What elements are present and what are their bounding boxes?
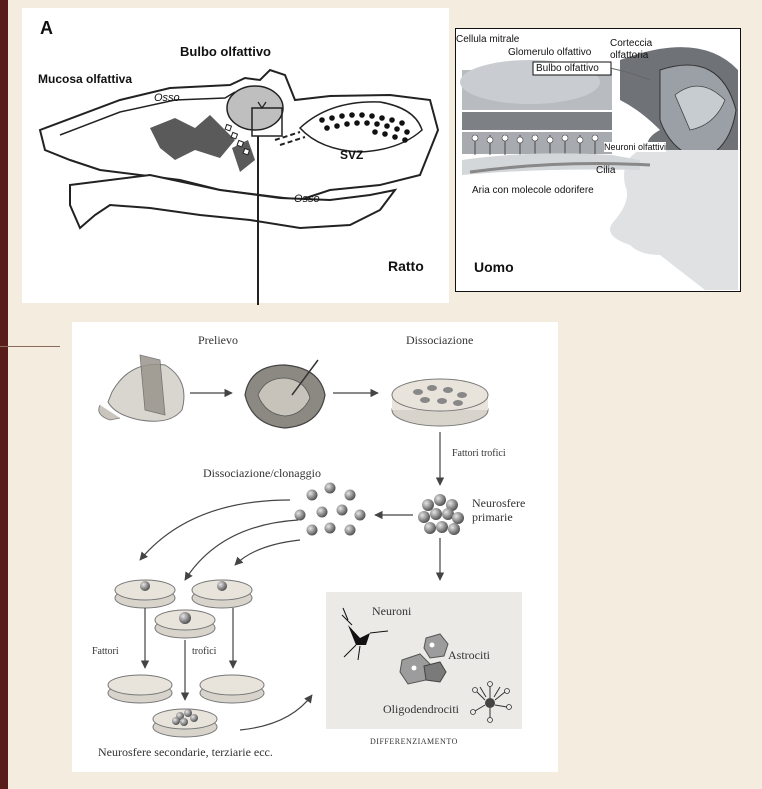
label-sampling: Prelievo	[198, 333, 238, 347]
left-divider-line	[0, 346, 60, 347]
label-trophic-factors-right: Fattori trofici	[452, 448, 506, 459]
label-neurons: Neuroni	[372, 604, 412, 618]
label-cilia: Cilia	[596, 165, 616, 176]
label-astrocytes: Astrociti	[448, 648, 490, 662]
label-cortex-line2: olfattoria	[610, 50, 649, 61]
label-primary-line2: primarie	[472, 510, 513, 524]
label-glomerulus: Glomerulo olfattivo	[508, 47, 592, 58]
label-bone-top: Osso	[154, 92, 180, 104]
label-svz: SVZ	[340, 148, 364, 162]
label-bone-bottom: Osso	[294, 193, 320, 205]
label-trophic-left-2: trofici	[192, 646, 217, 657]
label-air: Aria con molecole odorifere	[472, 185, 594, 196]
left-accent-bar	[0, 0, 8, 789]
label-rat: Ratto	[388, 258, 424, 274]
label-human-bulb: Bulbo olfattivo	[536, 63, 599, 74]
label-trophic-left-1: Fattori	[92, 646, 119, 657]
label-olfactory-bulb: Bulbo olfattivo	[180, 44, 271, 59]
label-cortex-line1: Corteccia	[610, 38, 653, 49]
label-secondary-neurospheres: Neurosfere secondarie, terziarie ecc.	[98, 745, 273, 759]
label-olfactory-mucosa: Mucosa olfattiva	[38, 72, 133, 86]
label-dissociation-cloning: Dissociazione/clonaggio	[203, 466, 321, 480]
label-human: Uomo	[474, 259, 514, 275]
label-primary-line1: Neurosfere	[472, 496, 526, 510]
label-olfactory-neurons: Neuroni olfattivi	[604, 142, 667, 152]
label-mitral-cell: Cellula mitrale	[456, 34, 520, 45]
label-oligodendrocytes: Oligodendrociti	[383, 702, 459, 716]
label-differentiation: DIFFERENZIAMENTO	[370, 737, 458, 746]
panel-letter: A	[40, 18, 53, 38]
label-dissociation: Dissociazione	[406, 333, 474, 347]
